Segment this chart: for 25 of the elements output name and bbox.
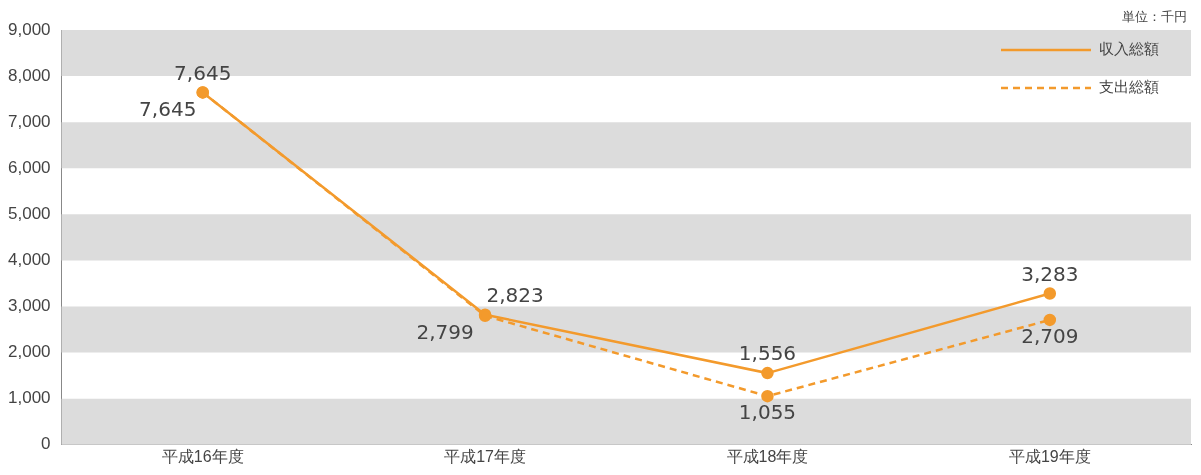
data-label: 3,283	[1021, 261, 1079, 286]
x-tick-label: 平成16年度	[161, 447, 244, 465]
y-tick-label: 6,000	[7, 157, 51, 177]
text: 収入総額	[1099, 39, 1159, 58]
data-label: 1,055	[738, 400, 797, 425]
text: 支出総額	[1099, 77, 1159, 96]
y-tick-label: 3,000	[7, 296, 51, 316]
data-label: 7,645	[139, 96, 197, 121]
y-tick-label: 5,000	[7, 204, 51, 224]
text: 単位：千円	[1122, 8, 1187, 26]
y-tick-label: 2,000	[7, 342, 51, 362]
x-tick-label: 平成18年度	[726, 447, 809, 465]
y-tick-label: 7,000	[7, 111, 51, 131]
y-tick-label: 0	[41, 434, 51, 454]
y-tick-label: 8,000	[7, 65, 51, 85]
y-tick-label: 9,000	[7, 19, 51, 39]
data-label: 2,799	[416, 320, 474, 344]
data-label: 7,645	[174, 60, 232, 85]
data-label: 2,709	[1021, 324, 1079, 349]
data-label: 1,556	[738, 341, 797, 366]
data-label: 2,823	[486, 282, 544, 307]
x-tick-label: 平成17年度	[444, 447, 526, 465]
x-tick-label: 平成19年度	[1008, 447, 1091, 465]
y-tick-label: 1,000	[7, 388, 51, 408]
y-tick-label: 4,000	[7, 250, 51, 270]
